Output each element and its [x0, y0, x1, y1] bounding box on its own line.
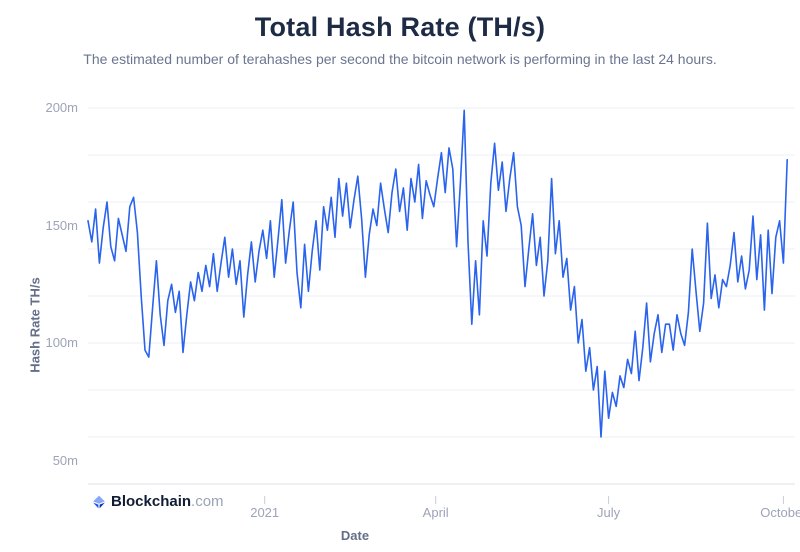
- blockchain-logo-text: Blockchain.com: [111, 493, 224, 510]
- x-tick-label: October: [760, 505, 800, 520]
- y-tick-label: 100m: [45, 335, 78, 350]
- x-tick-label: 2021: [250, 505, 280, 520]
- y-tick-label: 200m: [45, 100, 78, 115]
- y-tick-label: 50m: [52, 452, 78, 468]
- chart-title: Total Hash Rate (TH/s): [254, 12, 546, 42]
- y-tick-label: 150m: [45, 217, 78, 233]
- x-tick-label: July: [597, 505, 621, 520]
- x-axis-title: Date: [340, 528, 370, 543]
- hash-rate-line: [87, 109, 789, 438]
- logo-tld-text: .com: [191, 493, 224, 510]
- x-tick-label: April: [422, 505, 449, 520]
- blockchain-logo-icon: [93, 495, 105, 508]
- chart-subtitle: The estimated number of terahashes per s…: [83, 51, 717, 67]
- logo-brand-text: Blockchain: [111, 493, 192, 510]
- blockchain-logo[interactable]: Blockchain.com: [92, 493, 224, 510]
